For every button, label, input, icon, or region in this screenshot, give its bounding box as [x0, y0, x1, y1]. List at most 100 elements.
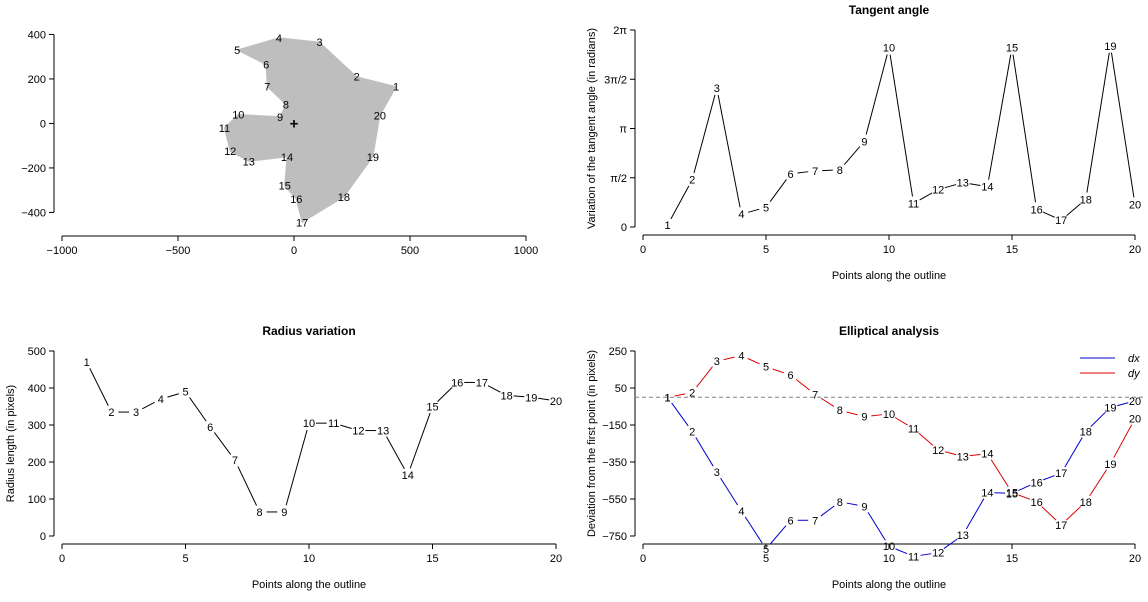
- radius-point-label: 5: [182, 387, 188, 399]
- tangent-segment: [694, 95, 715, 173]
- outline-point-label: 2: [354, 72, 360, 84]
- tangent-segment: [920, 193, 932, 200]
- elliptical-dy-segment: [796, 379, 810, 390]
- elliptical-x-tick-label: 15: [1006, 553, 1018, 565]
- radius-y-axis-label: Radius length (in pixels): [5, 385, 17, 502]
- elliptical-dy-segment: [991, 460, 1008, 487]
- elliptical-dx-segment: [847, 503, 858, 505]
- tangent-title: Tangent angle: [849, 3, 930, 17]
- radius-point-label: 10: [303, 418, 315, 430]
- outline-x-tick-label: −500: [166, 245, 191, 257]
- tangent-point-label: 9: [861, 136, 867, 148]
- radius-y-tick-label: 400: [28, 383, 46, 395]
- radius-segment: [168, 394, 179, 397]
- tangent-segment: [890, 55, 912, 197]
- elliptical-x-tick-label: 20: [1129, 553, 1141, 565]
- centroid-marker: +: [290, 115, 299, 132]
- radius-point-label: 2: [108, 407, 114, 419]
- elliptical-dy-point-label: 16: [1030, 497, 1042, 509]
- elliptical-dy-point-label: 13: [957, 451, 969, 463]
- radius-segment: [514, 396, 525, 397]
- tangent-point-label: 7: [812, 166, 818, 178]
- elliptical-title: Elliptical analysis: [839, 324, 939, 338]
- legend-label-dx: dx: [1128, 353, 1140, 365]
- outline-point-label: 6: [263, 59, 269, 71]
- tangent-y-tick-label: 0: [621, 222, 627, 234]
- radius-x-tick-label: 0: [59, 553, 65, 565]
- elliptical-dy-point-label: 11: [908, 424, 919, 436]
- elliptical-x-tick-label: 0: [640, 553, 646, 565]
- tangent-segment: [718, 95, 740, 207]
- tangent-point-label: 19: [1104, 41, 1116, 53]
- tangent-point-label: 12: [932, 185, 944, 197]
- elliptical-dy-segment: [1114, 425, 1132, 458]
- elliptical-dy-segment: [970, 454, 981, 455]
- elliptical-dy-segment: [919, 433, 933, 445]
- tangent-point-label: 17: [1055, 215, 1067, 227]
- tangent-point-label: 6: [788, 169, 794, 181]
- elliptical-dy-point-label: 15: [1006, 488, 1018, 500]
- outline-x-tick-label: 0: [291, 245, 297, 257]
- outline-point-label: 5: [234, 45, 240, 57]
- radius-segment: [488, 386, 500, 392]
- radius-segment: [410, 413, 430, 468]
- elliptical-dy-point-label: 6: [788, 370, 794, 382]
- elliptical-dx-segment: [771, 526, 786, 544]
- radius-y-tick-label: 200: [28, 457, 46, 469]
- tangent-point-label: 11: [908, 198, 919, 210]
- elliptical-dx-segment: [1043, 476, 1054, 480]
- outline-point-label: 1: [393, 82, 399, 94]
- radius-segment: [387, 437, 405, 469]
- outline-shape: [224, 38, 396, 223]
- elliptical-dx-point-label: 18: [1080, 426, 1092, 438]
- outline-y-tick-label: 200: [28, 74, 46, 86]
- outline-point-label: 18: [338, 192, 350, 204]
- elliptical-dy-point-label: 10: [883, 409, 895, 421]
- legend-label-dy: dy: [1128, 368, 1141, 380]
- outline-point-label: 9: [277, 112, 283, 124]
- elliptical-dx-point-label: 17: [1055, 468, 1067, 480]
- elliptical-dx-point-label: 2: [689, 426, 695, 438]
- radius-segment: [538, 398, 549, 400]
- elliptical-dx-point-label: 12: [932, 548, 944, 560]
- tangent-segment: [970, 184, 981, 186]
- tangent-segment: [844, 147, 859, 165]
- elliptical-dx-segment: [696, 437, 713, 466]
- elliptical-dy-point-label: 17: [1055, 520, 1067, 532]
- elliptical-dx-point-label: 10: [883, 541, 895, 553]
- outline-point-label: 20: [374, 111, 386, 123]
- elliptical-y-tick-label: −150: [602, 420, 627, 432]
- outline-point-label: 16: [290, 194, 302, 206]
- radius-title: Radius variation: [262, 324, 355, 338]
- radius-segment: [190, 397, 207, 421]
- elliptical-y-tick-label: 250: [609, 346, 627, 358]
- elliptical-y-tick-label: −350: [602, 457, 627, 469]
- radius-y-tick-label: 100: [28, 494, 46, 506]
- tangent-point-label: 8: [837, 165, 843, 177]
- elliptical-dy-point-label: 5: [763, 362, 769, 374]
- outline-point-label: 17: [296, 217, 308, 229]
- radius-point-label: 4: [158, 394, 164, 406]
- radius-point-label: 19: [525, 392, 537, 404]
- radius-x-tick-label: 10: [303, 553, 315, 565]
- elliptical-y-tick-label: 50: [615, 383, 627, 395]
- tangent-point-label: 13: [957, 178, 969, 190]
- elliptical-y-axis-label: Deviation from the first point (in pixel…: [586, 350, 598, 537]
- radius-y-tick-label: 300: [28, 420, 46, 432]
- elliptical-dy-point-label: 20: [1129, 414, 1141, 426]
- elliptical-dx-point-label: 20: [1129, 396, 1141, 408]
- elliptical-dy-point-label: 7: [812, 389, 818, 401]
- elliptical-dx-segment: [745, 517, 762, 543]
- elliptical-dy-segment: [821, 398, 834, 406]
- tangent-y-tick-label: 2π: [613, 25, 627, 37]
- outline-x-tick-label: 1000: [514, 245, 538, 257]
- outline-point-label: 10: [232, 110, 244, 122]
- tangent-x-tick-label: 20: [1129, 244, 1141, 256]
- radius-point-label: 16: [451, 377, 463, 389]
- outline-point-label: 12: [224, 146, 236, 158]
- elliptical-y-tick-label: −750: [602, 531, 627, 543]
- elliptical-dx-point-label: 13: [957, 530, 969, 542]
- outline-point-label: 15: [279, 181, 291, 193]
